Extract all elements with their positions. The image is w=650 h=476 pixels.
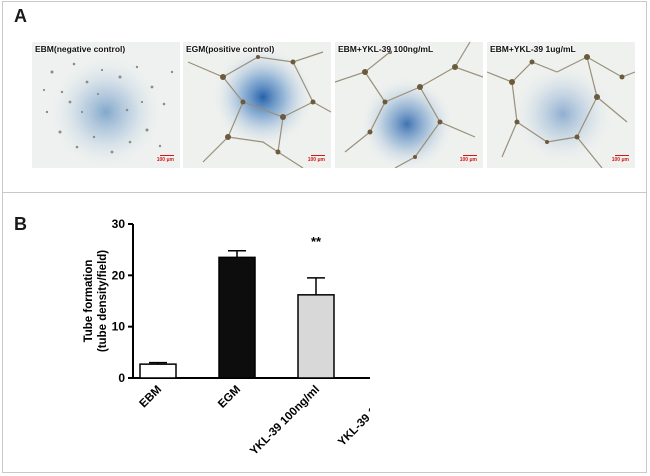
- tube-formation-bar-chart: 0 10 20 30 Tube formation (tube density/field…: [83, 217, 370, 458]
- scale-bar-label: 100 μm: [611, 157, 629, 163]
- micrograph-egm: EGM(positive control) 100 μm: [183, 42, 331, 168]
- scale-bar: [463, 155, 477, 156]
- scale-bar-label: 100 μm: [156, 157, 174, 163]
- y-tick-label: 0: [118, 371, 125, 385]
- panel-b-letter: B: [14, 214, 27, 234]
- micrograph-egm-label: EGM(positive control): [186, 44, 275, 54]
- x-tick-label: YKL-39 100ng/ml: [248, 384, 322, 458]
- micrograph-ykl39-100ng: EBM+YKL-39 100ng/mL 100 μm: [335, 42, 483, 168]
- micrograph-ykl39-1ug: EBM+YKL-39 1ug/mL 100 μm: [487, 42, 635, 168]
- scale-bar: [311, 155, 325, 156]
- x-tick-label: YKL-39 1ug/ml: [336, 384, 370, 449]
- micrograph-egm-image: [183, 42, 331, 168]
- micrograph-ebm-image: [32, 42, 180, 168]
- micrograph-ebm: EBM(negative control) 100 μm: [32, 42, 180, 168]
- y-tick-label: 10: [112, 320, 126, 334]
- scale-bar-label: 100 μm: [459, 157, 477, 163]
- x-tick-label: EGM: [216, 384, 243, 411]
- x-tick-label: EBM: [138, 384, 165, 411]
- micrograph-ebm-label: EBM(negative control): [35, 44, 126, 54]
- micrograph-ykl39-1ug-label: EBM+YKL-39 1ug/mL: [490, 44, 576, 54]
- y-axis-title-line2: (tube density/field): [97, 250, 109, 352]
- micrograph-ykl39-100ng-label: EBM+YKL-39 100ng/mL: [338, 44, 434, 54]
- bar-2: [297, 294, 335, 379]
- y-axis-title-line1: Tube formation: [83, 260, 95, 343]
- bar-1: [218, 256, 256, 379]
- micrograph-ykl39-1ug-image: [487, 42, 635, 168]
- panel-divider: [2, 192, 647, 193]
- scale-bar: [160, 155, 174, 156]
- significance-marker: **: [311, 234, 322, 249]
- scale-bar: [615, 155, 629, 156]
- panel-a-letter: A: [14, 6, 27, 26]
- scale-bar-label: 100 μm: [307, 157, 325, 163]
- chart-axes: [128, 223, 370, 379]
- y-tick-label: 30: [112, 217, 126, 231]
- chart-bars: [139, 249, 335, 379]
- bar-0: [139, 363, 177, 379]
- y-tick-label: 20: [112, 268, 126, 282]
- micrograph-ykl39-100ng-image: [335, 42, 483, 168]
